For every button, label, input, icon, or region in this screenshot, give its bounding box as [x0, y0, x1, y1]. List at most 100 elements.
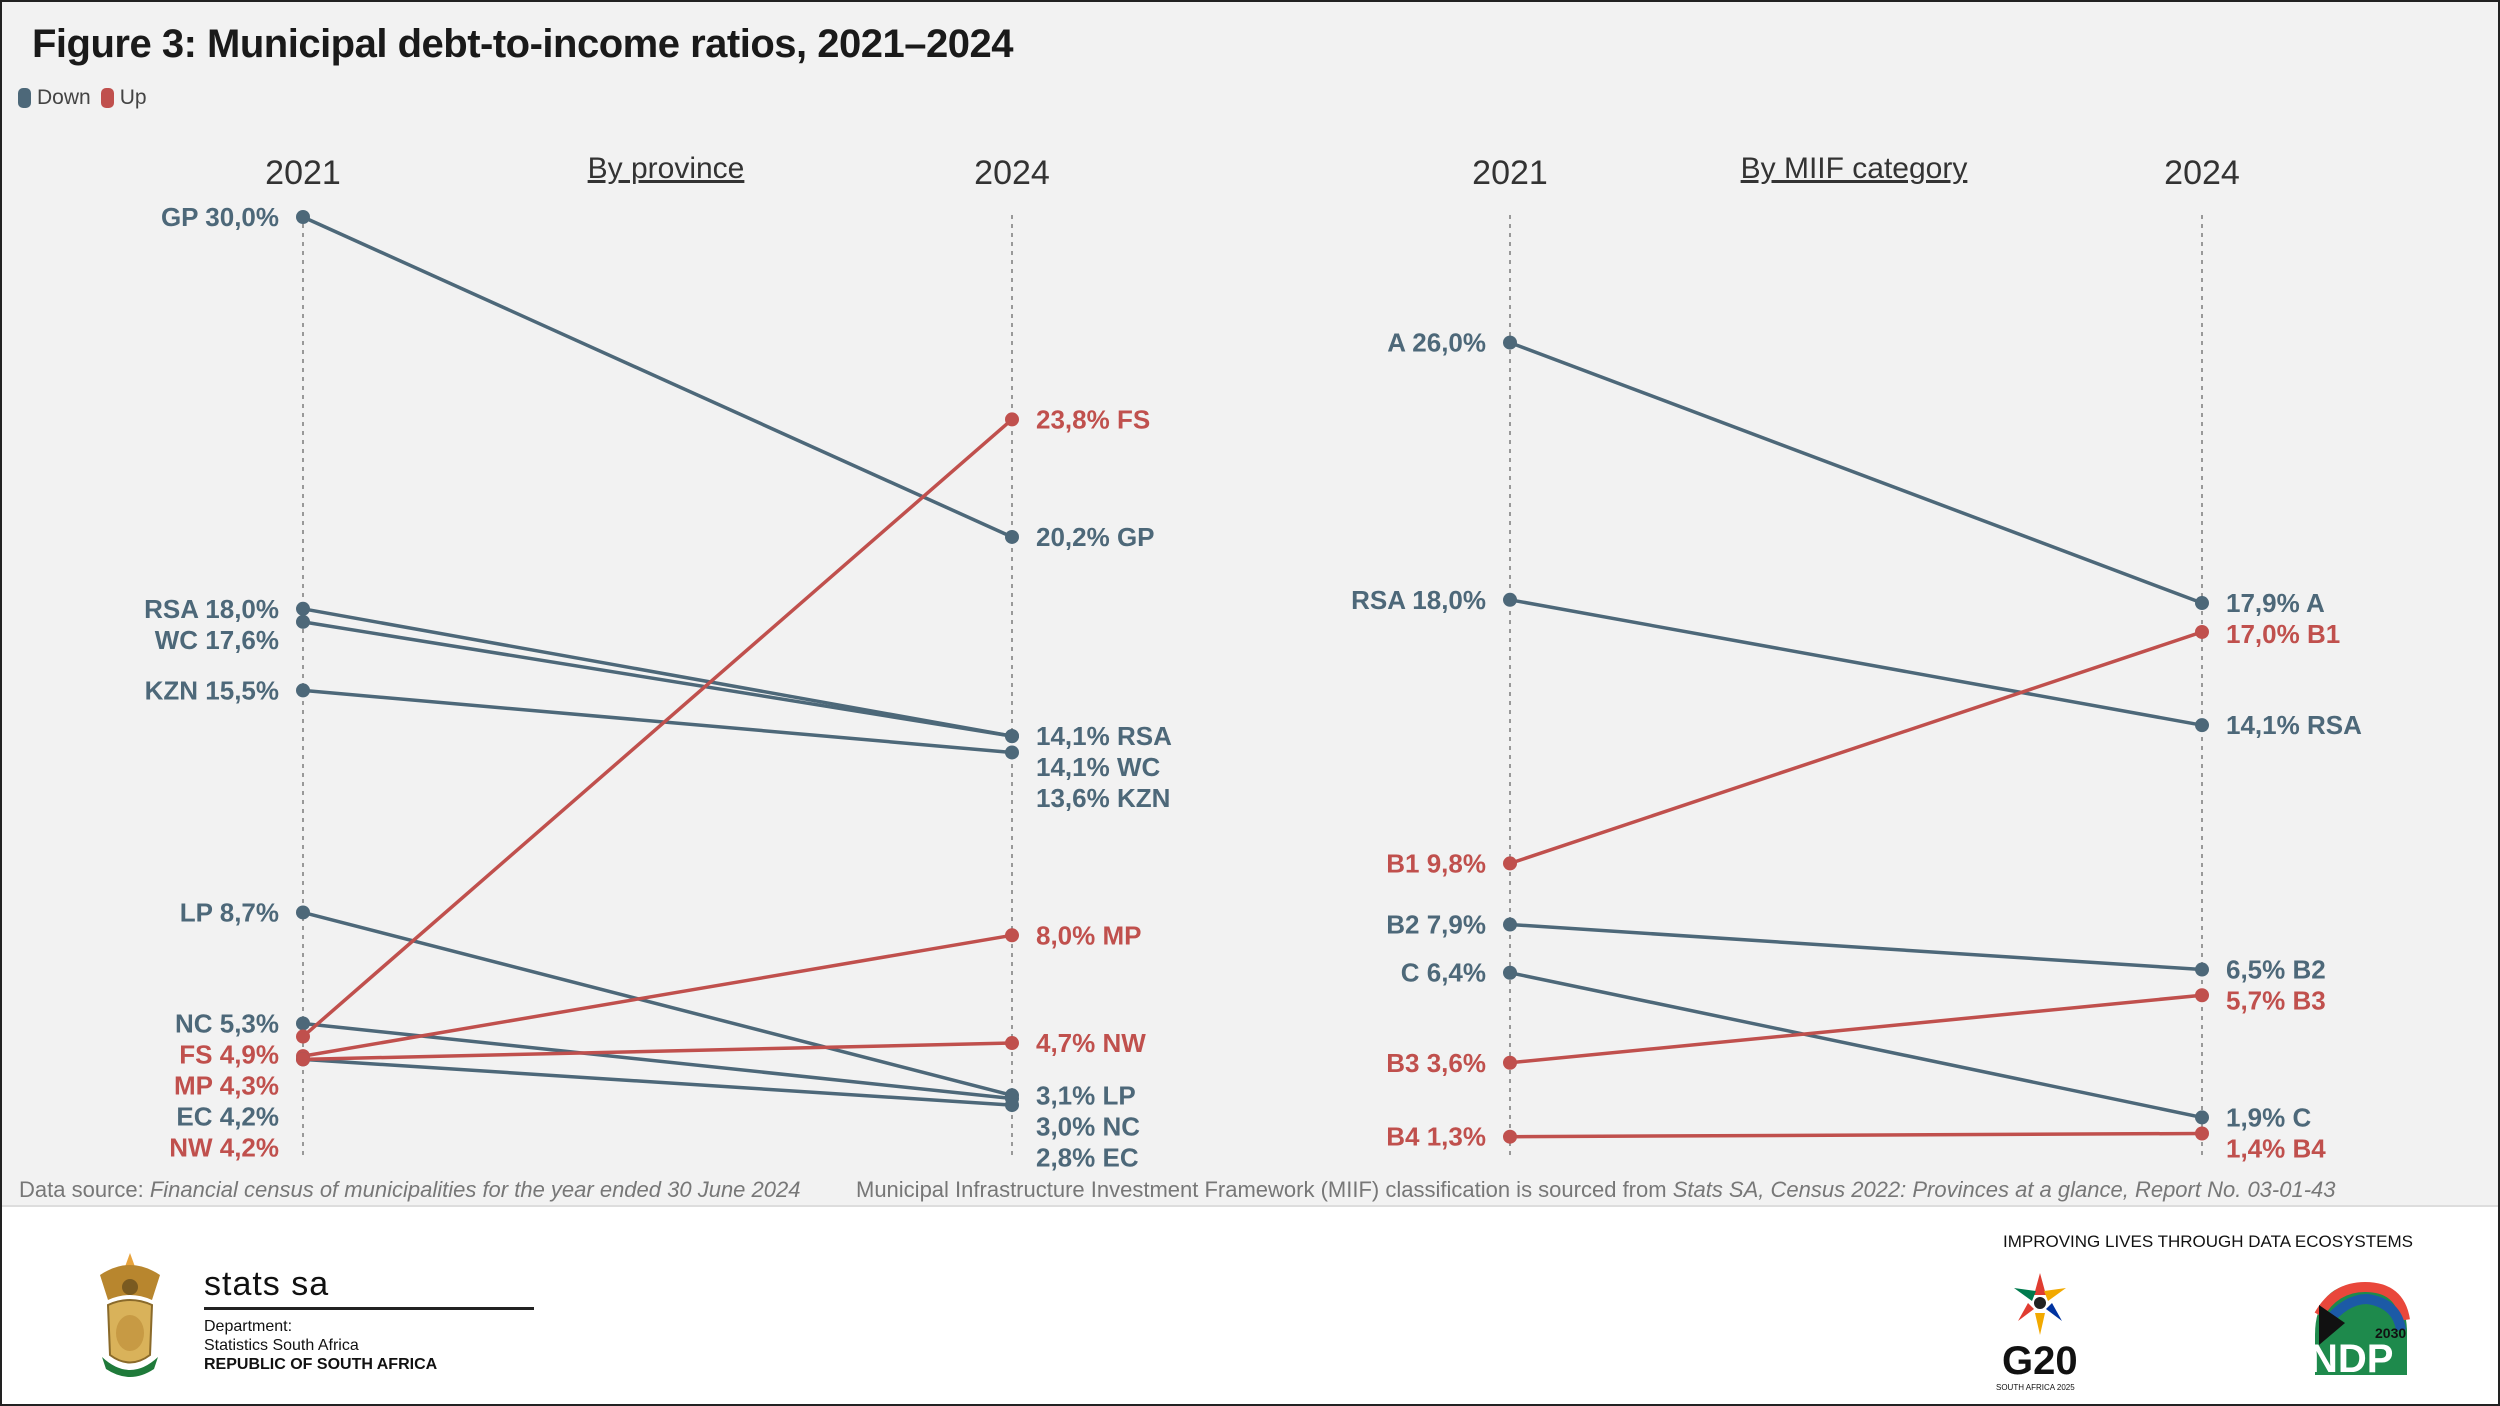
source-prefix: Data source:: [19, 1177, 150, 1202]
slope-line-c: [1509, 971, 2203, 1120]
point-2024-rsa: [2195, 718, 2209, 733]
label-2024-ec: 2,8% EC: [1036, 1142, 1139, 1172]
label-2021-wc: WC 17,6%: [155, 625, 279, 655]
year-label-2021: 2021: [1472, 154, 1548, 192]
year-label-2021: 2021: [265, 154, 341, 192]
point-2024-fs: [1005, 412, 1019, 427]
label-2021-nw: NW 4,2%: [169, 1132, 279, 1162]
label-2024-mp: 8,0% MP: [1036, 920, 1142, 950]
point-2021-b4: [1503, 1129, 1517, 1144]
ndp-flag-icon: [2314, 1281, 2410, 1375]
label-2024-b3: 5,7% B3: [2226, 986, 2326, 1016]
point-2021-b2: [1503, 917, 1517, 932]
point-2024-a: [2195, 596, 2209, 611]
label-2021-ec: EC 4,2%: [176, 1101, 279, 1131]
year-label-2024: 2024: [974, 154, 1050, 192]
point-2021-rsa: [1503, 592, 1517, 607]
stats-sa-logo: stats sa Department: Statistics South Af…: [80, 1245, 534, 1385]
legend: Down Up: [18, 86, 147, 110]
logo-rule: [204, 1307, 534, 1310]
point-2021-rsa: [296, 601, 310, 616]
point-2021-kzn: [296, 683, 310, 698]
chart-by-miif-category: 2021 2024 By MIIF category A 26,0% RSA 18,0%…: [1351, 152, 2362, 1163]
point-2021-c: [1503, 965, 1517, 980]
label-2021-mp: MP 4,3%: [174, 1070, 279, 1100]
department-name: Statistics South Africa: [204, 1337, 359, 1354]
stats-sa-wordmark: stats sa: [204, 1265, 330, 1303]
label-2024-lp: 3,1% LP: [1036, 1080, 1136, 1110]
ndp-year: 2030: [2375, 1325, 2407, 1341]
label-2024-kzn: 13,6% KZN: [1036, 783, 1170, 813]
slope-line-nw: [302, 1041, 1013, 1062]
label-2024-b1: 17,0% B1: [2226, 619, 2340, 649]
point-2021-b1: [1503, 856, 1517, 871]
point-2024-b4: [2195, 1126, 2209, 1141]
republic-label: REPUBLIC OF SOUTH AFRICA: [204, 1356, 438, 1373]
tagline: IMPROVING LIVES THROUGH DATA ECOSYSTEMS: [2003, 1232, 2413, 1251]
label-2024-c: 1,9% C: [2226, 1102, 2311, 1132]
g20-flower-icon: [2014, 1273, 2066, 1335]
point-2021-a: [1503, 335, 1517, 350]
slope-line-b1: [1509, 630, 2203, 866]
slope-line-b4: [1509, 1131, 2203, 1139]
label-2021-kzn: KZN 15,5%: [145, 675, 279, 705]
legend-label-down: Down: [37, 86, 91, 109]
point-2021-wc: [296, 614, 310, 629]
slope-line-mp: [302, 933, 1013, 1058]
label-2024-wc: 14,1% WC: [1036, 752, 1160, 782]
slope-line-b2: [1509, 922, 2203, 972]
point-2024-b1: [2195, 624, 2209, 639]
department-text: Department: Statistics South Africa REPU…: [204, 1317, 437, 1374]
label-2021-c: C 6,4%: [1401, 958, 1486, 988]
label-2021-b2: B2 7,9%: [1386, 910, 1486, 940]
slope-line-rsa: [302, 607, 1013, 738]
label-2021-nc: NC 5,3%: [175, 1008, 279, 1038]
miif-source-note: Municipal Infrastructure Investment Fram…: [856, 1177, 2336, 1203]
slope-line-rsa: [1509, 598, 2203, 727]
point-2021-fs: [296, 1029, 310, 1044]
data-source-note: Data source: Financial census of municip…: [19, 1177, 800, 1203]
slope-line-gp: [302, 215, 1013, 539]
g20-subtext: SOUTH AFRICA 2025: [1996, 1383, 2075, 1392]
label-2021-rsa: RSA 18,0%: [144, 594, 279, 624]
slope-line-lp: [302, 910, 1013, 1097]
slope-line-wc: [302, 620, 1013, 738]
slope-line-ec: [302, 1057, 1013, 1107]
miif-source-title: Stats SA, Census 2022: Provinces at a gl…: [1672, 1177, 2336, 1202]
slope-line-fs: [301, 418, 1014, 1038]
label-2021-b1: B1 9,8%: [1386, 848, 1486, 878]
ndp-text: NDP: [2309, 1337, 2394, 1381]
label-2021-fs: FS 4,9%: [179, 1039, 279, 1069]
figure-title: Figure 3: Municipal debt-to-income ratio…: [32, 22, 1013, 66]
label-2024-fs: 23,8% FS: [1036, 404, 1150, 434]
label-2024-rsa: 14,1% RSA: [2226, 710, 2362, 740]
slope-line-kzn: [302, 688, 1013, 755]
label-2021-lp: LP 8,7%: [180, 897, 279, 927]
point-2021-lp: [296, 905, 310, 920]
point-2024-ec: [1005, 1098, 1019, 1113]
label-2024-a: 17,9% A: [2226, 588, 2325, 618]
miif-prefix: Municipal Infrastructure Investment Fram…: [856, 1177, 1673, 1202]
source-title: Financial census of municipalities for t…: [149, 1177, 801, 1202]
label-2024-nc: 3,0% NC: [1036, 1111, 1140, 1141]
point-2024-b2: [2195, 962, 2209, 977]
legend-swatch-up: [100, 88, 114, 108]
chart-subtitle: By MIIF category: [1741, 152, 1968, 185]
point-2021-gp: [296, 210, 310, 224]
point-2021-nc: [296, 1016, 310, 1031]
g20-text: G20: [2002, 1339, 2078, 1383]
label-2024-b2: 6,5% B2: [2226, 955, 2326, 985]
ndp-2030-logo: 2030 NDP: [2305, 1275, 2415, 1385]
chart-by-province: 2021 2024 By province GP 30,0% RSA 18,0%WC 1…: [144, 152, 1172, 1172]
point-2024-c: [2195, 1110, 2209, 1125]
point-2024-kzn: [1005, 745, 1019, 760]
point-2024-b3: [2195, 988, 2209, 1003]
label-2024-b4: 1,4% B4: [2226, 1133, 2326, 1163]
slope-line-nc: [302, 1021, 1013, 1101]
legend-label-up: Up: [119, 86, 147, 109]
point-2024-mp: [1005, 928, 1019, 943]
coat-of-arms-icon: [100, 1253, 160, 1377]
year-label-2024: 2024: [2164, 154, 2240, 192]
